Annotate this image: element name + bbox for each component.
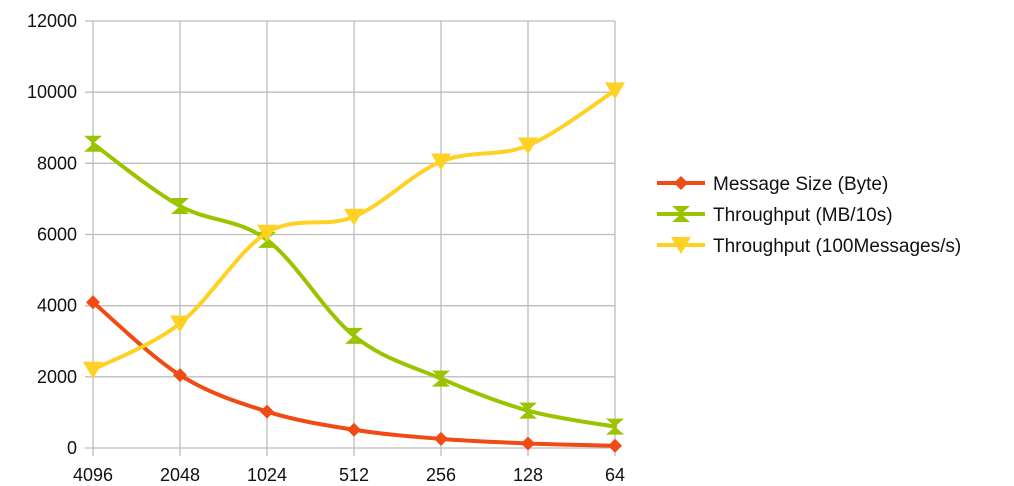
x-axis-tick-labels: 4096 2048 1024 512 256 128 64	[73, 465, 625, 485]
x-tick-label: 64	[605, 465, 625, 485]
data-point	[345, 327, 363, 344]
data-point	[605, 82, 625, 100]
legend-item: Throughput (MB/10s)	[657, 205, 893, 226]
data-point	[260, 404, 274, 419]
data-point	[347, 422, 361, 437]
data-point	[606, 418, 624, 435]
data-point	[171, 198, 189, 215]
legend: Message Size (Byte) Throughput (MB/10s) Th…	[657, 174, 961, 257]
legend-swatch-marker	[674, 176, 688, 190]
data-point	[432, 370, 450, 387]
legend-item: Message Size (Byte)	[657, 174, 888, 195]
y-tick-label: 6000	[37, 225, 77, 245]
x-tick-label: 256	[426, 465, 456, 485]
data-point	[519, 402, 537, 419]
x-tick-label: 2048	[160, 465, 200, 485]
series-line	[91, 141, 617, 429]
data-point	[83, 361, 103, 379]
grid-lines	[85, 20, 616, 456]
y-tick-label: 0	[67, 438, 77, 458]
series-lines	[83, 82, 625, 453]
data-point	[434, 431, 448, 446]
data-point	[521, 436, 535, 451]
data-point	[344, 208, 364, 226]
y-axis-tick-labels: 0 2000 4000 6000 8000 10000 12000	[27, 11, 77, 458]
x-tick-label: 512	[339, 465, 369, 485]
data-point	[84, 135, 102, 152]
y-tick-label: 2000	[37, 367, 77, 387]
legend-label: Throughput (100Messages/s)	[713, 236, 961, 257]
series-throughput-100messages-s	[83, 82, 625, 379]
series-throughput-mb-10s	[84, 135, 624, 435]
x-tick-label: 128	[513, 465, 543, 485]
y-tick-label: 8000	[37, 153, 77, 173]
data-point	[170, 315, 190, 333]
data-point	[86, 295, 100, 310]
data-point	[608, 438, 622, 453]
y-tick-label: 12000	[27, 11, 77, 31]
x-tick-label: 1024	[247, 465, 287, 485]
legend-swatch-marker	[671, 237, 691, 254]
data-point	[257, 224, 277, 242]
legend-swatch-marker	[672, 206, 690, 222]
data-point	[431, 153, 451, 171]
series-message-size-byte	[86, 295, 622, 453]
y-tick-label: 4000	[37, 296, 77, 316]
x-tick-label: 4096	[73, 465, 113, 485]
y-tick-label: 10000	[27, 82, 77, 102]
data-point	[173, 368, 187, 383]
legend-label: Message Size (Byte)	[713, 174, 888, 195]
legend-item: Throughput (100Messages/s)	[657, 236, 961, 257]
legend-label: Throughput (MB/10s)	[713, 205, 893, 226]
data-point	[518, 137, 538, 155]
